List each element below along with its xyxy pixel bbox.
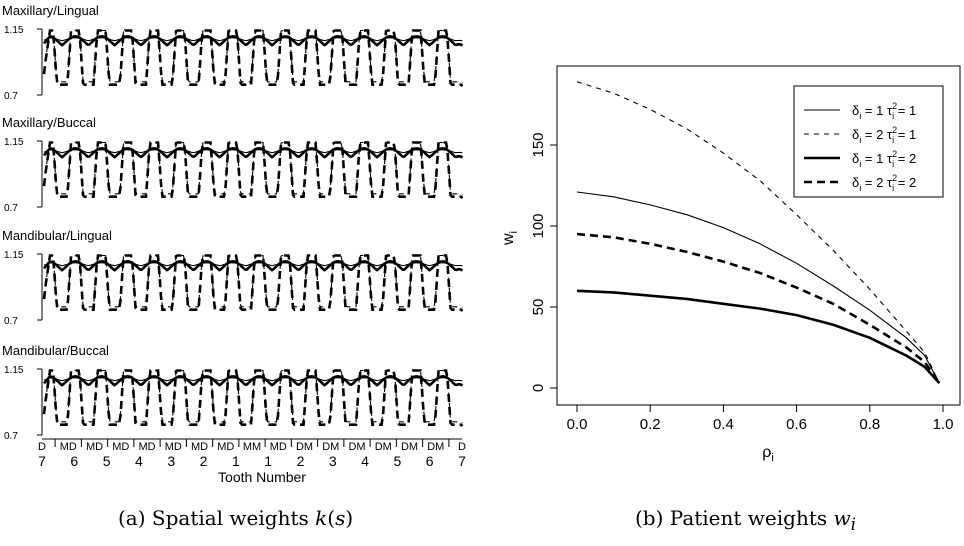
site-label: DM xyxy=(348,441,365,453)
x-tick-label: 0.6 xyxy=(786,416,807,433)
legend-box xyxy=(793,85,944,198)
panel-3: Mandibular/Lingual 1.15 0.7 xyxy=(2,228,464,327)
tooth-number-label: 7 xyxy=(38,453,46,469)
site-label: DM xyxy=(401,441,418,453)
caption-patient-weights: (b) Patient weights wi xyxy=(635,506,856,534)
tooth-number-label: 4 xyxy=(361,453,369,469)
series-line-4 xyxy=(42,29,464,87)
y-tick-label: 1.15 xyxy=(4,137,24,148)
panel-title: Maxillary/Lingual xyxy=(2,3,99,18)
legend: δi = 1 τ2 i = 1δi = 2 τ2 i = 1δi = 1 τ2 i = 2δ… xyxy=(793,85,944,198)
y-tick-label: 1.15 xyxy=(4,365,24,376)
tooth-number-label: 4 xyxy=(135,453,143,469)
x-tick-label: 1.0 xyxy=(933,416,954,433)
legend-label-tau: τ2 i = 2 xyxy=(887,149,916,169)
site-label: MD xyxy=(165,441,182,453)
site-label: MD xyxy=(60,441,77,453)
y-tick-label: 1.15 xyxy=(4,250,24,261)
site-label: DM xyxy=(427,441,444,453)
series-line-2 xyxy=(576,81,940,384)
series-line-4 xyxy=(42,141,464,199)
y-tick-label: 100 xyxy=(530,213,547,238)
tooth-number-label: 6 xyxy=(70,453,78,469)
series-line-3 xyxy=(576,289,941,384)
tooth-number-label: 3 xyxy=(167,453,175,469)
panel-title: Maxillary/Buccal xyxy=(2,115,96,130)
site-label: D xyxy=(38,441,46,453)
y-tick-label: 0.7 xyxy=(4,91,18,102)
site-label: MD xyxy=(217,441,234,453)
panel-1: Maxillary/Lingual 1.15 0.7 xyxy=(2,3,464,102)
tooth-number-label: 7 xyxy=(458,453,466,469)
x-axis-label: ρi xyxy=(762,444,774,464)
tooth-number-label: 3 xyxy=(329,453,337,469)
panel-title: Mandibular/Buccal xyxy=(2,343,109,358)
y-tick-label: 0.7 xyxy=(4,203,18,214)
x-tick-label: 0.2 xyxy=(640,416,661,433)
legend-label-tau: τ2 i = 1 xyxy=(887,125,916,145)
site-label: MD xyxy=(191,441,208,453)
site-label: DM xyxy=(296,441,313,453)
spatial-weights-chart: Maxillary/Lingual1.150.7Maxillary/Buccal… xyxy=(2,3,466,485)
y-tick-label: 150 xyxy=(530,132,547,157)
site-label: MD xyxy=(138,441,155,453)
site-label: MD xyxy=(112,441,129,453)
tooth-number-label: 1 xyxy=(232,453,240,469)
tooth-number-label: 2 xyxy=(297,453,305,469)
tooth-number-label: 1 xyxy=(264,453,272,469)
panel-4: Mandibular/Buccal 1.15 0.7 xyxy=(2,343,464,442)
site-label: MD xyxy=(86,441,103,453)
x-tick-label: 0.4 xyxy=(713,416,734,433)
y-tick-label: 0 xyxy=(530,384,547,392)
site-label: MM xyxy=(243,441,261,453)
y-tick-label: 1.15 xyxy=(4,25,24,36)
tooth-number-label: 5 xyxy=(103,453,111,469)
x-tick-label: 0.0 xyxy=(567,416,588,433)
y-tick-label: 0.7 xyxy=(4,316,18,327)
y-axis-label: wi xyxy=(500,231,520,246)
series-line-4 xyxy=(42,369,464,427)
tooth-number-label: 2 xyxy=(200,453,208,469)
patient-weights-chart: 0.0 0.2 0.4 0.6 0.8 1.0 0 50 100 150 ρi wi δi = 1 τ2 i… xyxy=(500,65,961,464)
site-label: DM xyxy=(375,441,392,453)
legend-label-tau: τ2 i = 2 xyxy=(887,173,916,193)
panel-title: Mandibular/Lingual xyxy=(2,228,112,243)
site-label: MD xyxy=(270,441,287,453)
legend-label-tau: τ2 i = 1 xyxy=(887,101,916,121)
site-label: DM xyxy=(322,441,339,453)
y-tick-label: 50 xyxy=(530,299,547,316)
caption-spatial-weights: (a) Spatial weights k(s) xyxy=(118,506,354,530)
plot-frame xyxy=(556,65,961,406)
series-line-4 xyxy=(576,232,941,384)
site-label: D xyxy=(458,441,466,453)
series-line-1 xyxy=(576,191,940,384)
tooth-number-label: 6 xyxy=(426,453,434,469)
x-axis-label: Tooth Number xyxy=(218,469,306,485)
series-line-4 xyxy=(42,254,464,312)
panel-2: Maxillary/Buccal 1.15 0.7 xyxy=(2,115,464,214)
y-tick-label: 0.7 xyxy=(4,431,18,442)
x-tick-label: 0.8 xyxy=(859,416,880,433)
tooth-number-label: 5 xyxy=(393,453,401,469)
